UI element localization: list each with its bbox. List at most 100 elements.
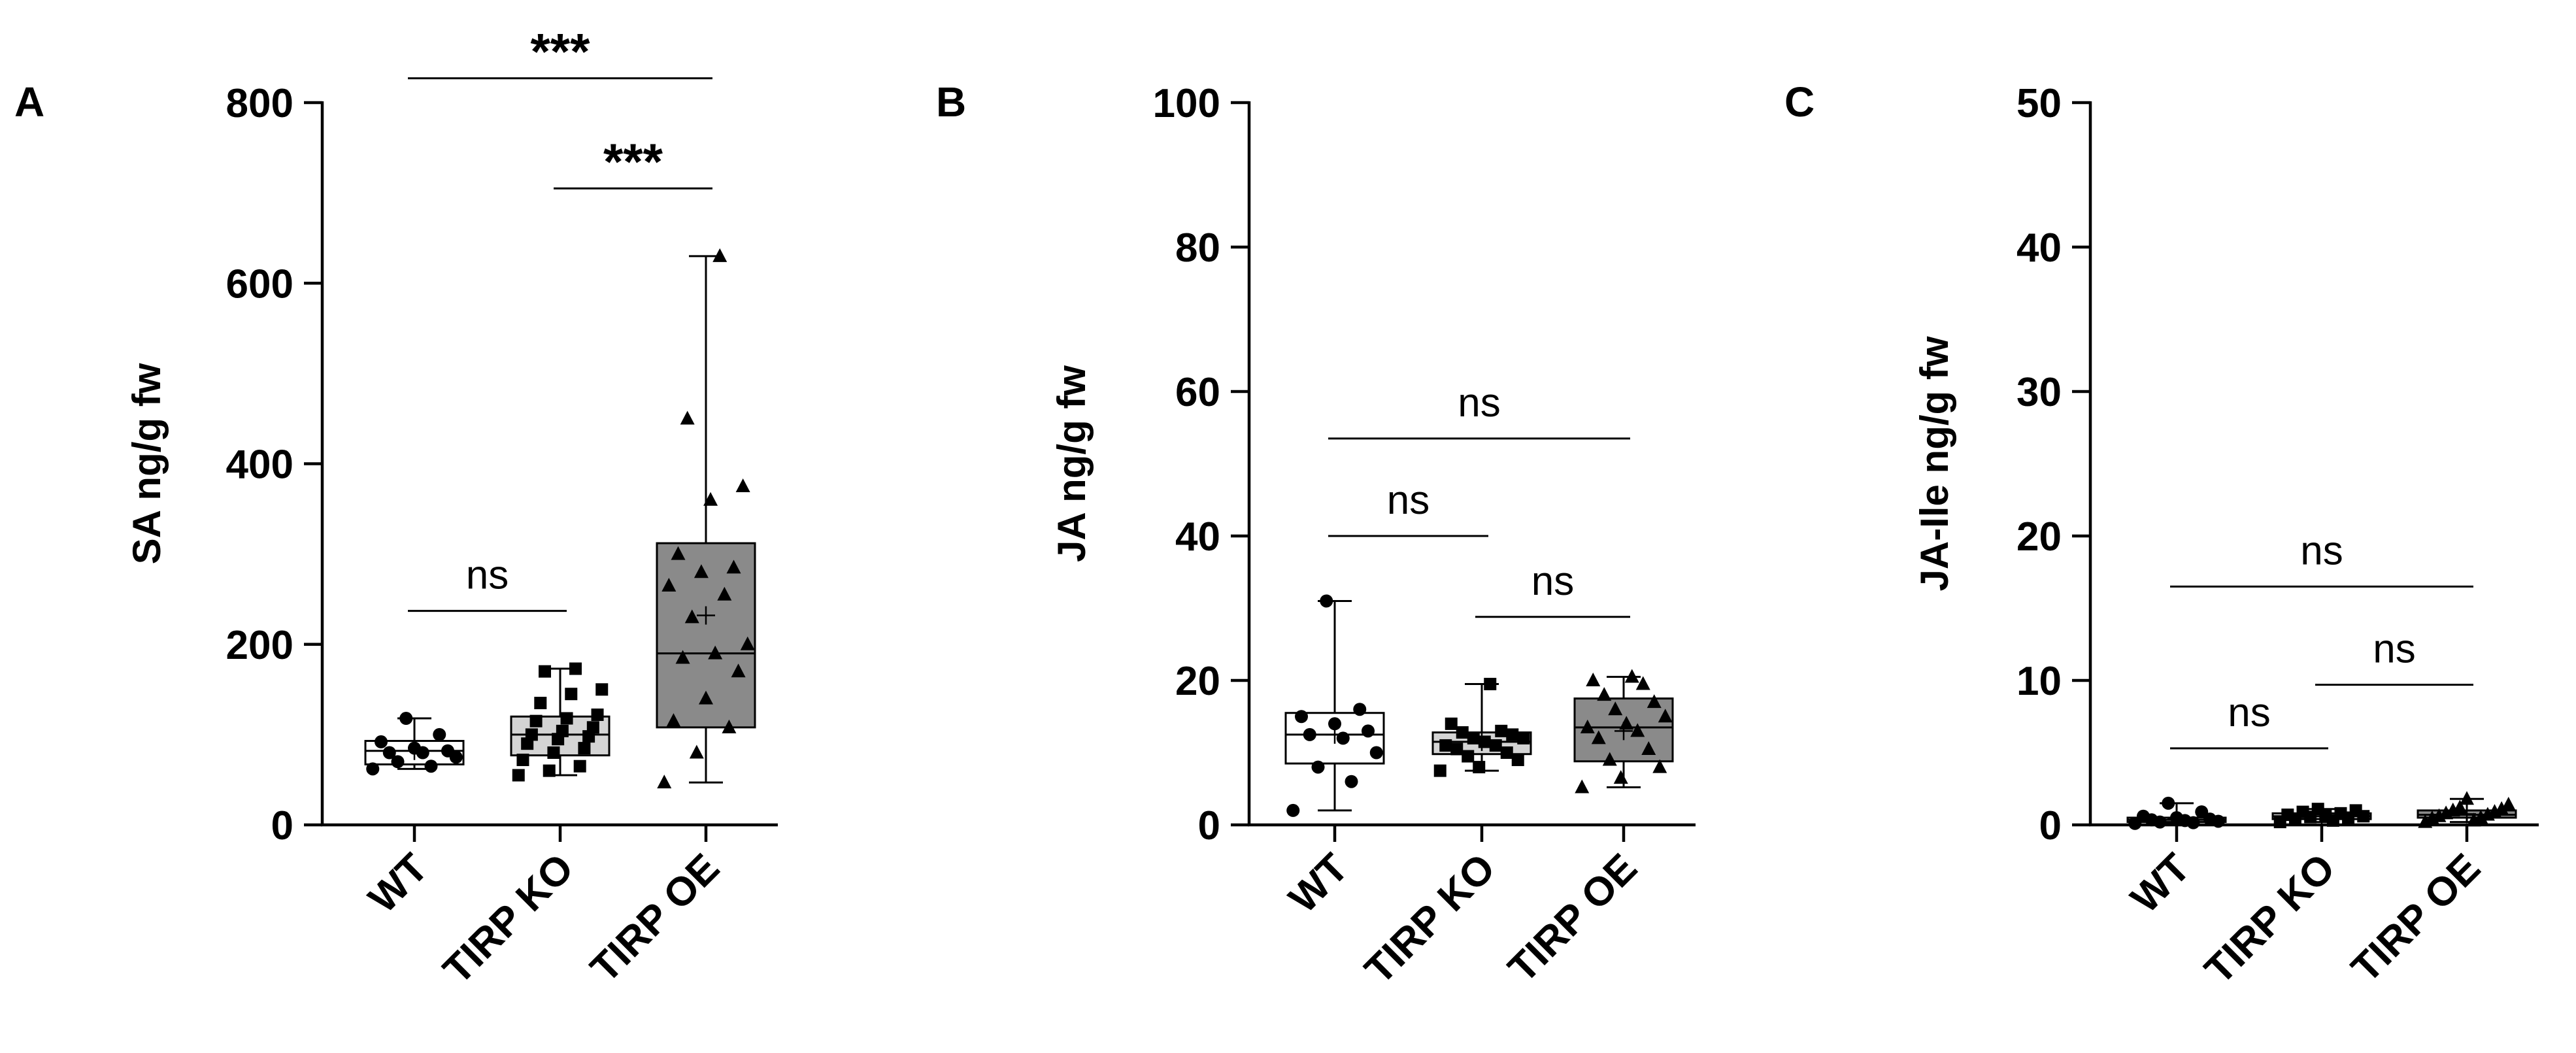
data-point (375, 735, 388, 748)
data-point (671, 546, 686, 560)
data-point (512, 769, 525, 782)
y-tick-label: 80 (1175, 226, 1220, 271)
data-point (661, 577, 677, 592)
significance-label: ns (2300, 528, 2343, 573)
data-point (1619, 716, 1634, 730)
data-point (1328, 717, 1341, 731)
data-point (1320, 594, 1333, 608)
data-point (424, 760, 438, 773)
data-point (529, 714, 543, 727)
data-point (2494, 801, 2509, 815)
data-point (578, 742, 591, 755)
data-point (726, 560, 741, 574)
data-point (1586, 673, 1601, 686)
data-point (2296, 805, 2309, 818)
data-point (441, 744, 454, 758)
x-tick-label: TIRP KO (1356, 845, 1504, 993)
significance-label: ns (1387, 478, 1430, 523)
box-2 (2417, 791, 2517, 828)
data-point (382, 746, 396, 760)
data-point (556, 724, 569, 737)
data-point (689, 744, 704, 759)
y-tick-label: 400 (226, 443, 293, 488)
data-point (708, 645, 723, 660)
data-point (1439, 739, 1452, 752)
y-tick-label: 600 (226, 261, 293, 307)
box-1 (2271, 803, 2372, 829)
data-point (547, 746, 560, 759)
data-point (1484, 678, 1497, 691)
data-point (684, 609, 699, 624)
significance-label: ns (2373, 627, 2415, 672)
significance-label: ns (2228, 690, 2270, 735)
data-point (366, 762, 380, 776)
data-point (740, 636, 755, 650)
data-point (1613, 770, 1628, 784)
y-tick-label: 40 (1175, 514, 1220, 560)
data-point (1362, 724, 1375, 738)
data-point (1575, 779, 1590, 794)
data-point (1517, 731, 1530, 744)
y-tick-label: 50 (2016, 81, 2062, 126)
data-point (731, 663, 746, 678)
data-point (675, 650, 690, 664)
data-point (1591, 730, 1606, 744)
data-point (1658, 709, 1673, 723)
x-tick-label: TIRP OE (1500, 845, 1646, 991)
data-point (712, 248, 728, 262)
data-point (703, 492, 718, 506)
data-point (1652, 759, 1667, 773)
data-point (2460, 791, 2474, 805)
data-point (2170, 811, 2183, 824)
data-point (2195, 805, 2209, 819)
data-point (591, 708, 604, 721)
panel-letter: A (14, 78, 44, 125)
data-point (560, 712, 573, 725)
data-point (595, 683, 609, 696)
data-point (1489, 739, 1502, 752)
data-point (516, 754, 529, 767)
box-1 (1431, 678, 1532, 777)
significance-label: *** (603, 133, 663, 190)
data-point (525, 728, 538, 741)
data-point (666, 713, 681, 727)
box-2 (1573, 669, 1674, 794)
data-point (1336, 731, 1350, 745)
y-tick-label: 60 (1175, 370, 1220, 415)
data-point (717, 586, 732, 601)
data-point (408, 741, 421, 755)
data-point (569, 662, 582, 675)
data-point (657, 775, 672, 789)
data-point (2137, 809, 2150, 823)
data-point (1456, 726, 1469, 739)
data-point (2501, 797, 2516, 811)
data-point (735, 478, 750, 493)
data-point (1462, 750, 1475, 763)
data-point (1345, 775, 1358, 788)
y-tick-label: 20 (1175, 659, 1220, 704)
data-point (1473, 761, 1486, 774)
data-point (1602, 752, 1617, 766)
y-axis-label: JA-Ile ng/g fw (1913, 336, 1956, 591)
box-0 (1284, 594, 1385, 817)
data-point (1641, 741, 1656, 755)
y-tick-label: 40 (2016, 226, 2062, 271)
significance-label: ns (1531, 559, 1574, 604)
data-point (1635, 676, 1650, 690)
y-tick-label: 10 (2016, 659, 2062, 704)
significance-label: *** (530, 23, 590, 80)
data-point (1624, 669, 1639, 683)
box-1 (510, 662, 611, 782)
data-point (586, 721, 599, 734)
data-point (1467, 731, 1480, 744)
data-point (2162, 796, 2175, 810)
data-point (2311, 803, 2324, 816)
y-tick-label: 800 (226, 81, 293, 126)
x-tick-label: TIRP OE (582, 845, 728, 991)
panel-letter: C (1784, 78, 1815, 125)
data-point (1478, 735, 1491, 748)
data-point (1597, 687, 1612, 701)
box-0 (364, 712, 465, 776)
